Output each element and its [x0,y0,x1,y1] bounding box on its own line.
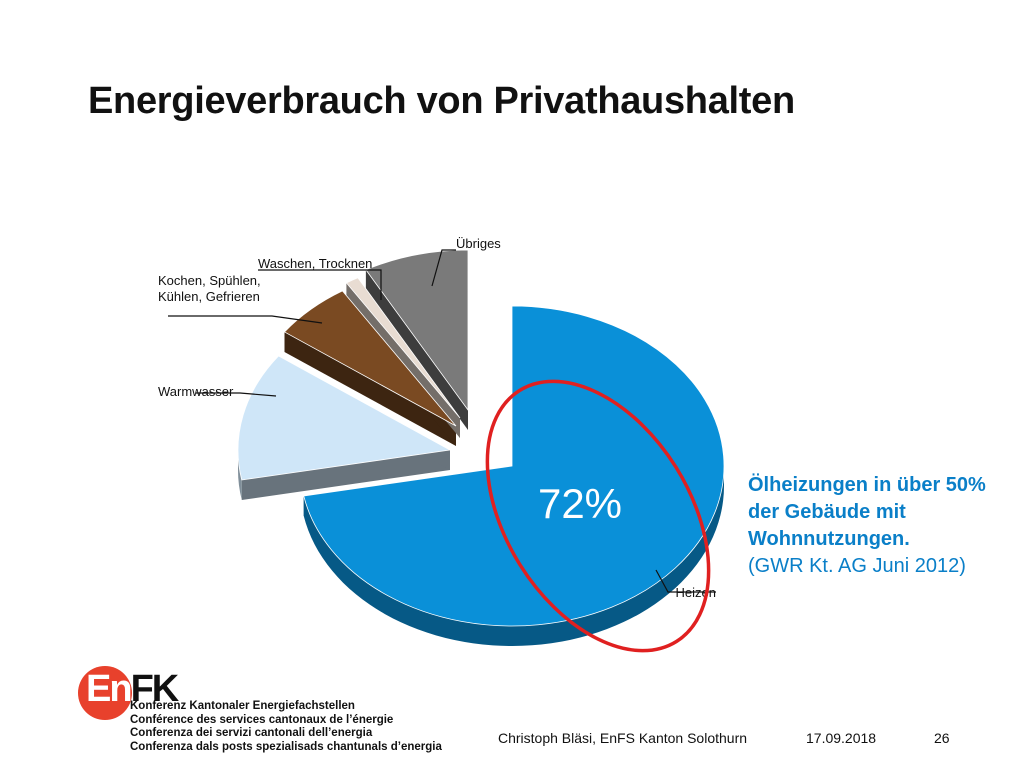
footer-author: Christoph Bläsi, EnFS Kanton Solothurn [498,730,748,746]
leader-line [168,315,323,324]
slice-outer-wall [238,450,242,500]
pie-tops [237,249,725,627]
enfk-logo: EnFK Konferenz Kantonaler Energiefachste… [78,664,478,764]
logo-line-rm: Conferenza dals posts spezialisads chant… [130,740,442,753]
logo-line-fr: Conférence des services cantonaux de l’é… [130,713,394,726]
pie-slice-warmwasser [237,355,452,481]
pie-slice-kochen [283,290,457,427]
leader-line [196,392,277,397]
logo-circle [78,666,132,720]
slice-label: Waschen, Trocknen [258,256,372,271]
pie-slice-heizen [303,305,725,627]
pie-slice-waschen [345,277,461,419]
logo-line-de: Konferenz Kantonaler Energiefachstellen [130,700,355,712]
slice-label: Kochen, Spühlen, Kühlen, Gefrieren [158,273,261,304]
leader-line [258,269,382,300]
slice-wall [284,331,456,446]
highlight-ellipse [485,379,711,653]
note-strong-text: Ölheizungen in über 50% der Gebäude mit … [748,474,986,550]
logo-lines: Konferenz Kantonaler Energiefachstellen … [130,700,442,754]
leader-line [431,249,456,287]
footer-page-number: 26 [934,730,950,746]
pie-slice-übriges [365,249,469,412]
slide-title: Energieverbrauch von Privathaushalten [88,80,795,122]
leader-line [655,569,716,593]
slice-wall [241,450,450,500]
logo-line-it: Conferenza dei servizi cantonali dell’en… [130,727,373,739]
oil-heating-note: Ölheizungen in über 50% der Gebäude mit … [748,472,988,580]
note-source: (GWR Kt. AG Juni 2012) [748,555,966,577]
slice-label: Warmwasser [158,384,234,399]
heizen-percent-label: 72% [538,480,622,527]
slice-wall [365,269,468,430]
logo-wordmark: EnFK [86,668,179,710]
slice-label: Heizen [676,585,716,600]
footer-date: 17.09.2018 [806,730,877,746]
slice-label: Übriges [456,236,501,251]
